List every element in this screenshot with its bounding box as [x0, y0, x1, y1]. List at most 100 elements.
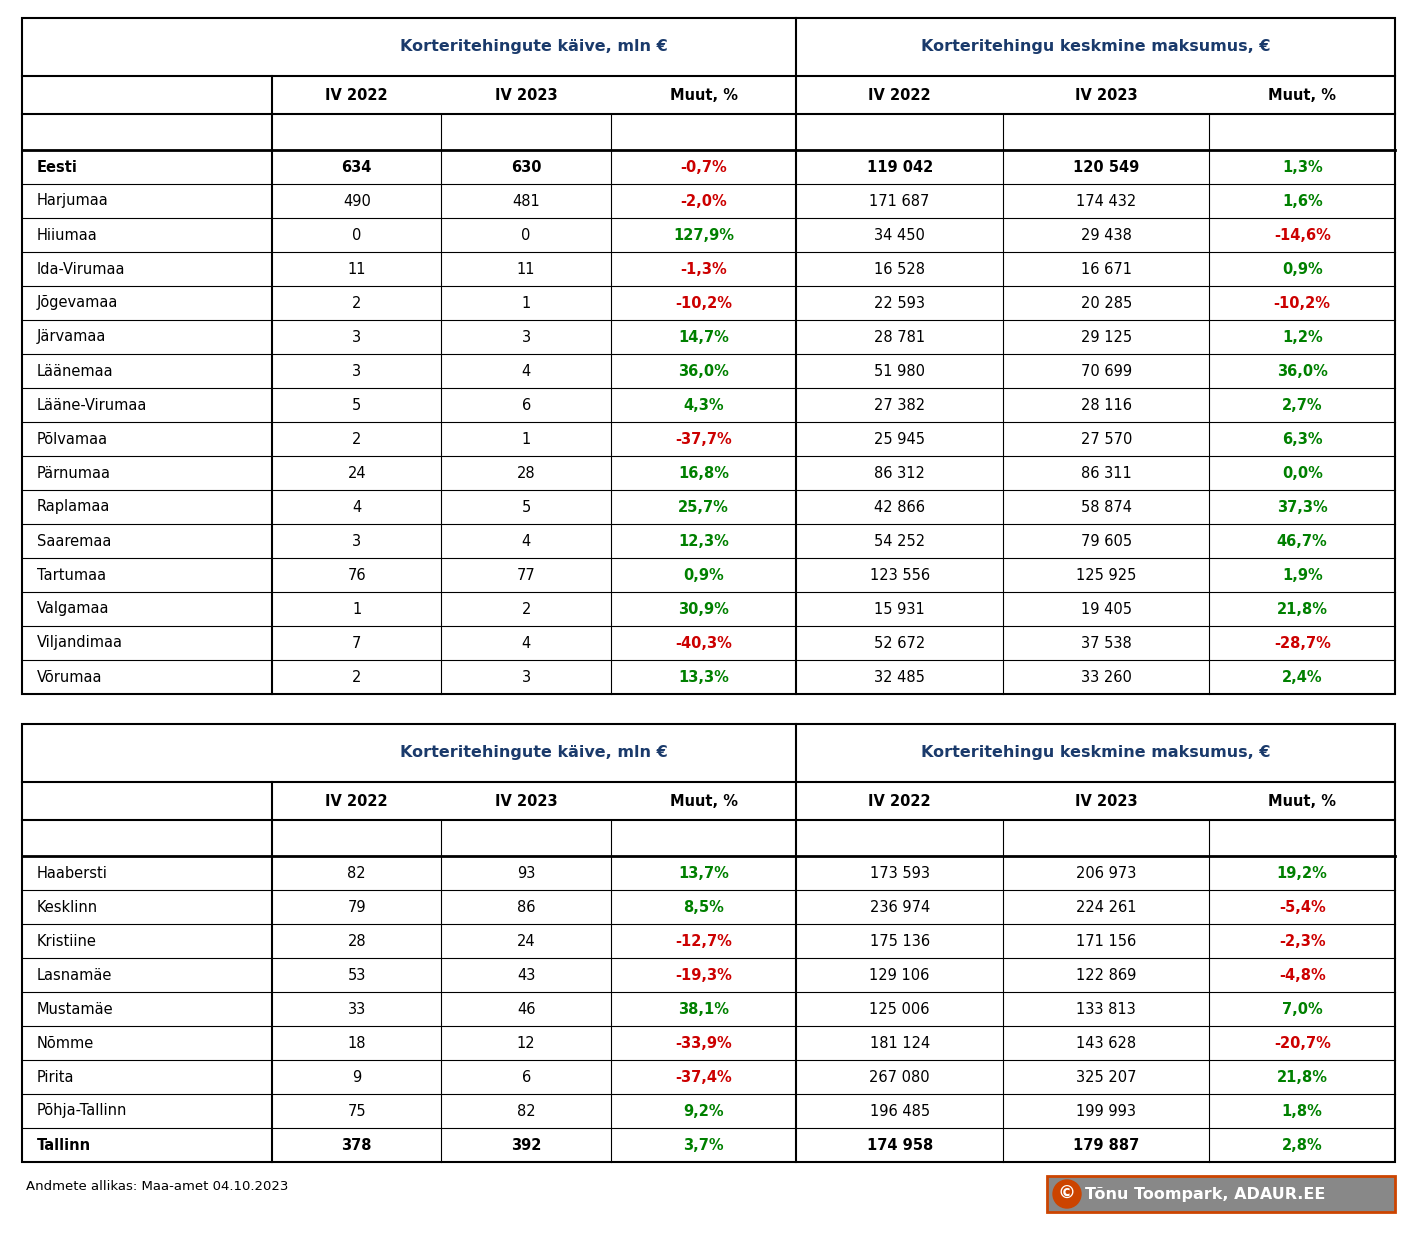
Text: 174 958: 174 958: [867, 1137, 932, 1152]
Text: 1: 1: [353, 602, 361, 617]
Text: 79 605: 79 605: [1081, 534, 1132, 549]
Text: 28: 28: [347, 933, 366, 948]
Text: Eesti: Eesti: [37, 159, 78, 174]
Text: 7: 7: [351, 635, 361, 650]
Text: Pärnumaa: Pärnumaa: [37, 466, 111, 481]
Text: 5: 5: [353, 398, 361, 413]
Text: 179 887: 179 887: [1073, 1137, 1139, 1152]
Text: 2: 2: [351, 670, 361, 685]
Text: -4,8%: -4,8%: [1280, 968, 1326, 983]
Text: 16 528: 16 528: [874, 262, 925, 277]
Text: 93: 93: [517, 865, 536, 880]
Text: -28,7%: -28,7%: [1274, 635, 1331, 650]
Text: 4: 4: [521, 635, 531, 650]
Text: 123 556: 123 556: [870, 567, 930, 582]
Text: 29 125: 29 125: [1081, 330, 1132, 345]
Text: 143 628: 143 628: [1076, 1036, 1136, 1051]
Text: 37 538: 37 538: [1081, 635, 1132, 650]
Text: 21,8%: 21,8%: [1277, 1069, 1328, 1084]
Text: 1,9%: 1,9%: [1282, 567, 1322, 582]
Text: 0: 0: [351, 227, 361, 242]
Text: 25 945: 25 945: [874, 431, 925, 446]
Text: Muut, %: Muut, %: [1268, 794, 1336, 808]
Text: IV 2023: IV 2023: [495, 88, 557, 103]
Text: Põhja-Tallinn: Põhja-Tallinn: [37, 1104, 128, 1119]
Text: 28 116: 28 116: [1081, 398, 1132, 413]
Text: Kristiine: Kristiine: [37, 933, 96, 948]
Text: Ida-Virumaa: Ida-Virumaa: [37, 262, 126, 277]
Text: 38,1%: 38,1%: [679, 1001, 730, 1016]
Text: Jõgevamaa: Jõgevamaa: [37, 295, 119, 310]
Text: 75: 75: [347, 1104, 366, 1119]
Text: 27 570: 27 570: [1081, 431, 1132, 446]
Text: 125 925: 125 925: [1076, 567, 1136, 582]
Text: Kesklinn: Kesklinn: [37, 900, 98, 915]
Text: -10,2%: -10,2%: [1274, 295, 1331, 310]
Text: 3,7%: 3,7%: [683, 1137, 724, 1152]
Text: 20 285: 20 285: [1081, 295, 1132, 310]
Text: -20,7%: -20,7%: [1274, 1036, 1331, 1051]
Text: Korteritehingu keskmine maksumus, €: Korteritehingu keskmine maksumus, €: [921, 745, 1271, 760]
Text: 2,8%: 2,8%: [1282, 1137, 1322, 1152]
Text: 4,3%: 4,3%: [683, 398, 724, 413]
Text: Nõmme: Nõmme: [37, 1036, 95, 1051]
Text: IV 2022: IV 2022: [869, 794, 931, 808]
Text: Muut, %: Muut, %: [670, 794, 738, 808]
Text: 3: 3: [521, 670, 531, 685]
Text: Tallinn: Tallinn: [37, 1137, 91, 1152]
Text: 0,0%: 0,0%: [1282, 466, 1322, 481]
Text: -37,4%: -37,4%: [676, 1069, 733, 1084]
Text: 125 006: 125 006: [870, 1001, 930, 1016]
Text: 11: 11: [517, 262, 536, 277]
Text: 129 106: 129 106: [870, 968, 930, 983]
Text: 22 593: 22 593: [874, 295, 925, 310]
Text: 174 432: 174 432: [1076, 194, 1136, 209]
Text: 173 593: 173 593: [870, 865, 930, 880]
Bar: [1047, 1175, 1394, 1213]
Text: 4: 4: [521, 363, 531, 378]
Text: 6: 6: [521, 398, 531, 413]
Text: 2: 2: [351, 295, 361, 310]
Text: 33: 33: [347, 1001, 366, 1016]
Text: Raplamaa: Raplamaa: [37, 499, 111, 514]
Text: 12: 12: [517, 1036, 536, 1051]
Text: Andmete allikas: Maa-amet 04.10.2023: Andmete allikas: Maa-amet 04.10.2023: [26, 1180, 289, 1193]
Text: -1,3%: -1,3%: [680, 262, 727, 277]
Text: 52 672: 52 672: [874, 635, 925, 650]
Text: 236 974: 236 974: [870, 900, 930, 915]
Text: 86: 86: [517, 900, 536, 915]
Text: -14,6%: -14,6%: [1274, 227, 1331, 242]
Text: Võrumaa: Võrumaa: [37, 670, 102, 685]
Text: 18: 18: [347, 1036, 366, 1051]
Text: Viljandimaa: Viljandimaa: [37, 635, 123, 650]
Text: Korteritehingute käive, mln €: Korteritehingute käive, mln €: [401, 745, 669, 760]
Text: Pirita: Pirita: [37, 1069, 75, 1084]
Text: 28 781: 28 781: [874, 330, 925, 345]
Text: Tartumaa: Tartumaa: [37, 567, 106, 582]
Text: 36,0%: 36,0%: [679, 363, 730, 378]
Text: 3: 3: [353, 363, 361, 378]
Text: 1: 1: [521, 295, 531, 310]
Text: Lääne-Virumaa: Lääne-Virumaa: [37, 398, 147, 413]
Text: 9: 9: [353, 1069, 361, 1084]
Text: -37,7%: -37,7%: [676, 431, 733, 446]
Text: Muut, %: Muut, %: [670, 88, 738, 103]
Text: Haabersti: Haabersti: [37, 865, 108, 880]
Text: Saaremaa: Saaremaa: [37, 534, 112, 549]
Text: 199 993: 199 993: [1076, 1104, 1136, 1119]
Text: 15 931: 15 931: [874, 602, 925, 617]
Text: 490: 490: [343, 194, 371, 209]
Text: 630: 630: [512, 159, 541, 174]
Text: 86 312: 86 312: [874, 466, 925, 481]
Text: -40,3%: -40,3%: [676, 635, 733, 650]
Text: 43: 43: [517, 968, 536, 983]
Text: Korteritehingute käive, mln €: Korteritehingute käive, mln €: [401, 40, 669, 54]
Text: 9,2%: 9,2%: [683, 1104, 724, 1119]
Text: Valgamaa: Valgamaa: [37, 602, 109, 617]
Text: 76: 76: [347, 567, 366, 582]
Text: 2,4%: 2,4%: [1282, 670, 1322, 685]
Text: 53: 53: [347, 968, 366, 983]
Text: 77: 77: [517, 567, 536, 582]
Text: 24: 24: [347, 466, 366, 481]
Text: 82: 82: [517, 1104, 536, 1119]
